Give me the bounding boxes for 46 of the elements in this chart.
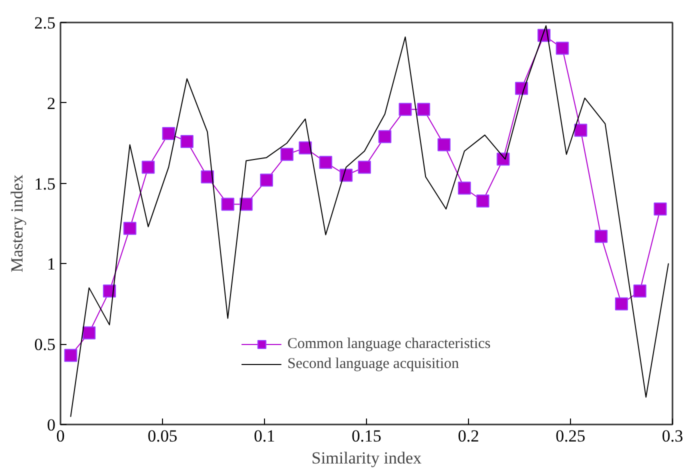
y-tick-label: 0.5 [34, 335, 56, 354]
point [123, 222, 136, 235]
point [458, 182, 471, 195]
point [260, 174, 274, 187]
y-tick-label: 1.5 [34, 174, 56, 194]
point [162, 126, 176, 140]
point [180, 134, 194, 148]
y-tick-label: 2.5 [34, 14, 56, 32]
point [142, 160, 155, 174]
point [298, 141, 312, 154]
point [340, 168, 353, 182]
point [654, 202, 667, 216]
point [574, 124, 588, 137]
point [102, 284, 116, 298]
x-tick-label: 0.1 [254, 426, 276, 446]
point [398, 102, 412, 116]
point [594, 230, 608, 243]
point [615, 297, 628, 310]
legend-label: Second language acquisition [287, 356, 459, 372]
legend-label: Common language characteristics [287, 336, 491, 352]
line-series [70, 25, 669, 417]
y-tick-label: 1 [47, 254, 56, 274]
point [200, 170, 214, 184]
point [556, 42, 569, 55]
point [378, 130, 392, 144]
point [64, 348, 78, 362]
point [438, 138, 451, 152]
x-tick-label: 0.25 [556, 426, 586, 446]
point [417, 102, 430, 116]
x-tick-label: 0.05 [148, 426, 178, 446]
point [240, 198, 253, 211]
point [515, 82, 528, 95]
point [476, 194, 490, 208]
x-axis-title: Similarity index [311, 448, 422, 468]
point [633, 284, 646, 298]
point [496, 152, 510, 166]
y-tick-label: 2 [47, 94, 56, 113]
point [280, 148, 294, 161]
point [82, 326, 96, 340]
point [358, 160, 371, 174]
point [319, 156, 332, 169]
point [221, 198, 234, 211]
x-tick-label: 0.3 [662, 426, 684, 446]
x-tick-label: 0.15 [352, 426, 382, 446]
y-axis-title: Mastery index [7, 174, 26, 272]
x-tick-label: 0.2 [458, 426, 480, 446]
